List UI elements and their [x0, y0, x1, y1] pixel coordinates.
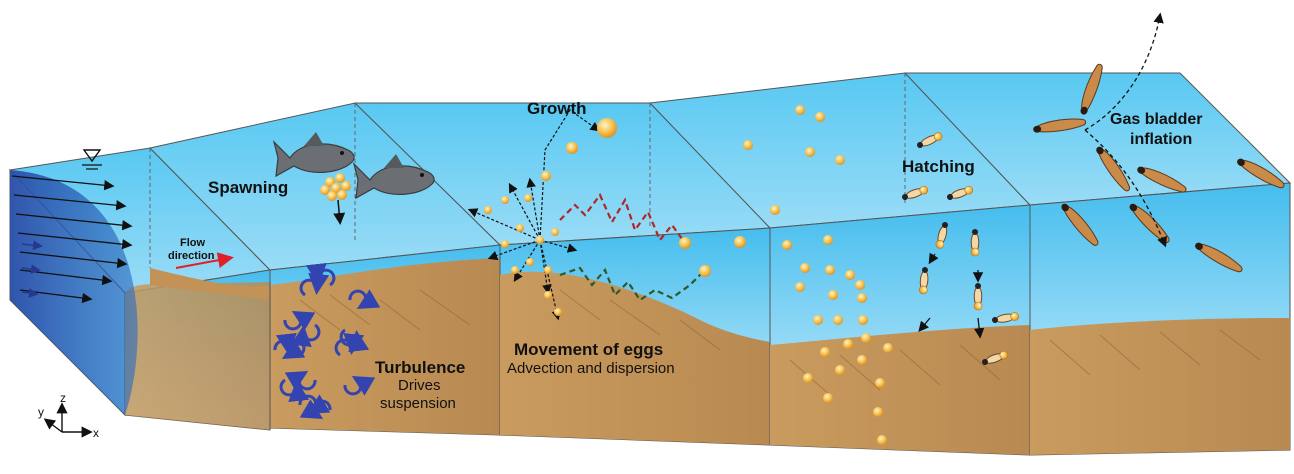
- axis-z-label: z: [60, 391, 66, 405]
- block-1: [8, 147, 272, 431]
- turbulence-eddies: [273, 262, 381, 420]
- gas-bladder-label-line2: inflation: [1130, 131, 1192, 148]
- block-5: [903, 72, 1292, 456]
- block-3: [353, 102, 772, 446]
- growth-label: Growth: [527, 99, 587, 118]
- velocity-arrows: [11, 175, 133, 304]
- water-surface-triangle-icon: [82, 149, 102, 170]
- turbulence-title: Turbulence: [375, 358, 465, 377]
- gas-bladder-arrows: [1084, 12, 1167, 248]
- egg-cluster: [320, 173, 351, 225]
- turbulence-sub-line1: Drives: [398, 377, 441, 394]
- velocity-profile: [10, 170, 138, 415]
- xyz-axes-icon: [43, 402, 93, 438]
- hatching-label: Hatching: [902, 157, 975, 176]
- block-4: [648, 72, 1032, 456]
- advection-path-red: [559, 192, 686, 244]
- axis-x-label: x: [93, 426, 99, 440]
- movement-sub: Advection and dispersion: [507, 360, 675, 377]
- gas-bladder-label-line1: Gas bladder: [1110, 111, 1202, 128]
- movement-title: Movement of eggs: [514, 340, 663, 359]
- spawning-label: Spawning: [208, 178, 288, 197]
- flow-direction-arrow: [175, 252, 234, 269]
- hatching-larvae: [900, 130, 1020, 368]
- turbulence-sub-line2: suspension: [380, 395, 456, 412]
- flow-label-line2: direction: [168, 250, 215, 262]
- drifting-eggs: [743, 105, 893, 445]
- growth-dispersal: [467, 109, 617, 321]
- flow-label-line1: Flow: [180, 237, 205, 249]
- advection-path-green: [559, 266, 704, 302]
- axis-y-label: y: [38, 405, 44, 419]
